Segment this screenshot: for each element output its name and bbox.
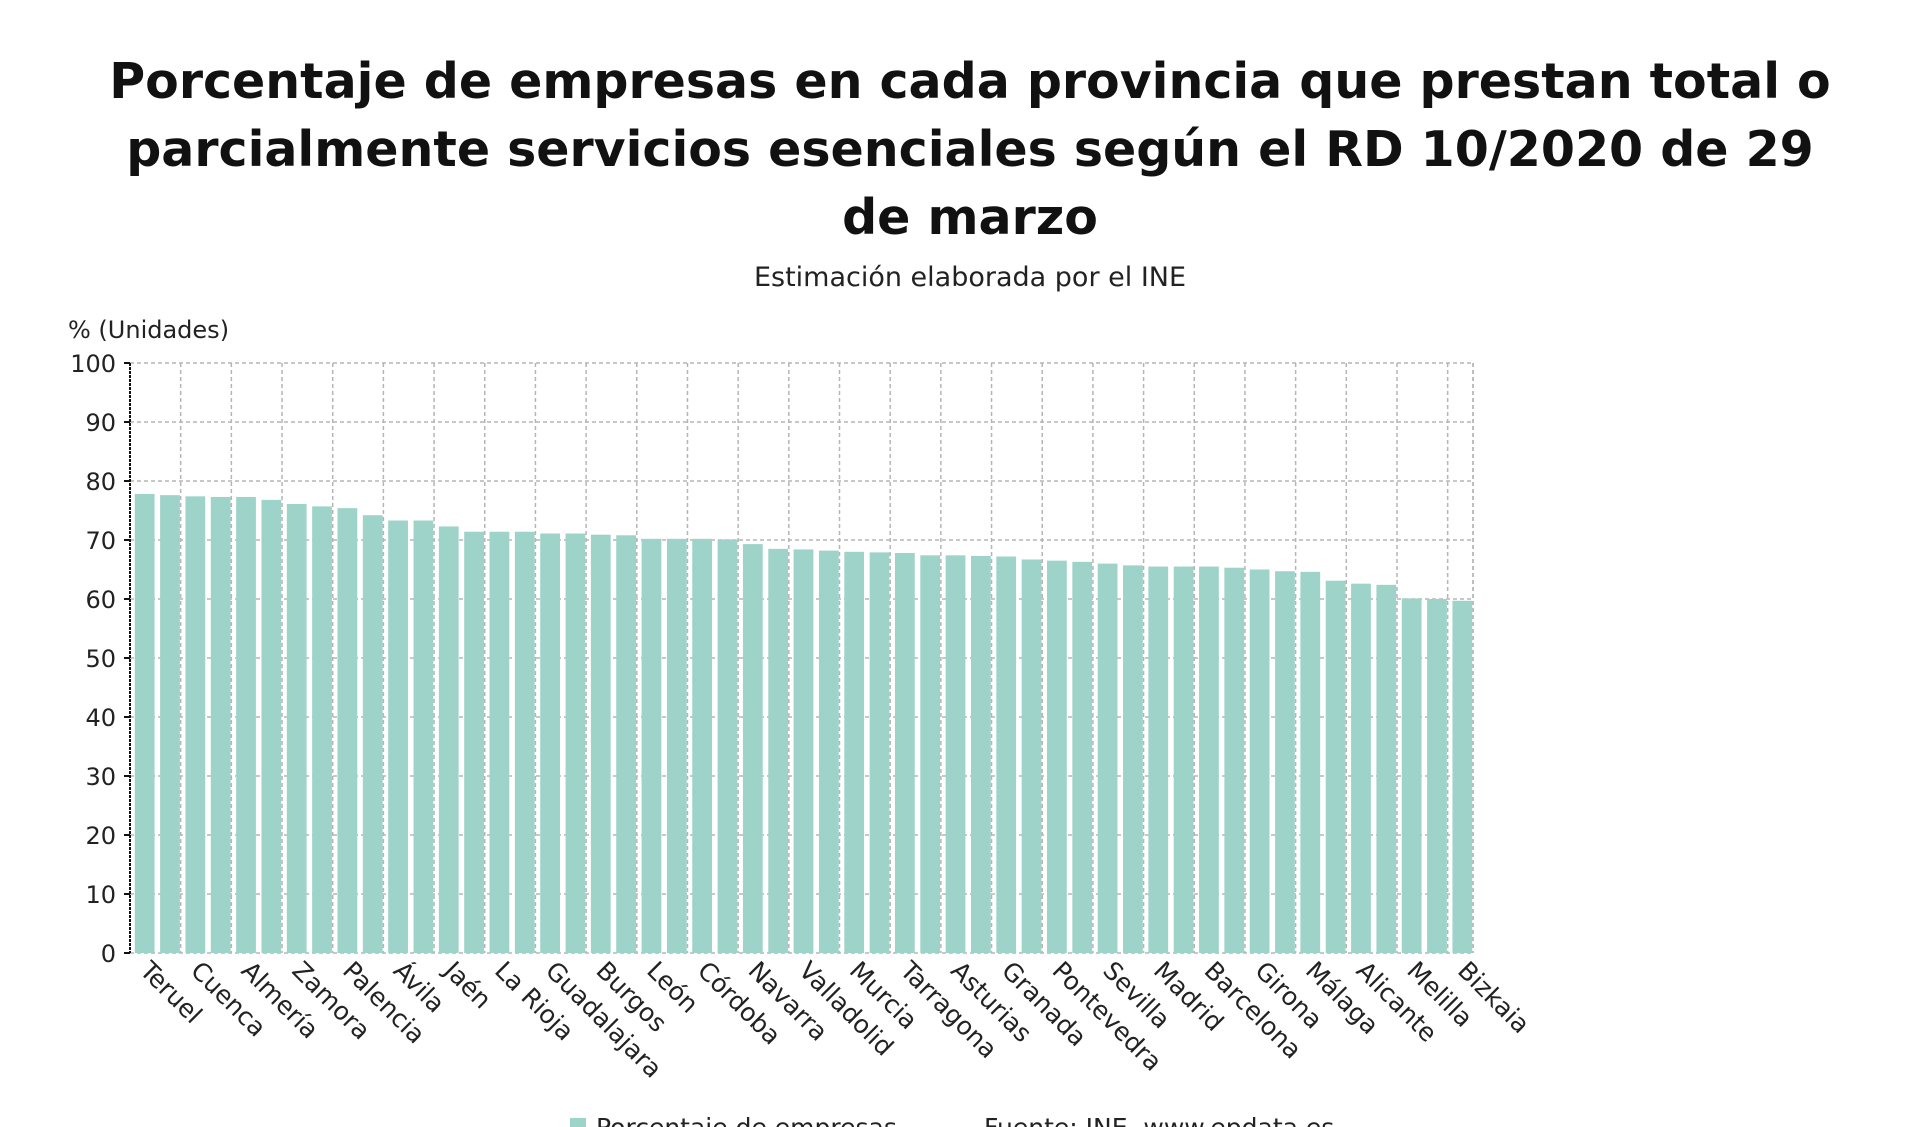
bar [844,551,865,953]
chart-title: Porcentaje de empresas en cada provincia… [109,53,1831,246]
bar [1427,599,1447,953]
bar [1148,566,1169,953]
chart-subtitle: Estimación elaborada por el INE [753,262,1187,293]
bar [641,538,662,953]
bar [1021,559,1042,953]
legend-source: Fuente: INE, www.epdata.es [984,1113,1334,1127]
bar [1072,561,1093,953]
bar [1123,565,1143,953]
bar [717,539,738,953]
bar [337,508,358,953]
y-tick-label: 70 [85,527,116,555]
bar [160,495,180,953]
bar [464,531,484,953]
y-tick-label: 20 [85,822,116,850]
y-tick-label: 90 [85,409,116,437]
bar [666,538,687,953]
y-ticks: 0 10 20 30 40 50 60 70 80 90 100 [70,350,130,968]
bar [489,531,510,953]
bar [742,544,763,953]
legend-swatch [570,1118,586,1127]
bar [261,499,282,953]
y-axis-label: % (Unidades) [68,316,229,344]
bar [413,520,434,953]
bar [1097,563,1118,953]
bar [388,520,408,953]
bar [210,496,231,953]
bars [134,493,1473,953]
bar [1351,583,1371,953]
x-labels: TeruelCuencaAlmeríaZamoraPalenciaÁvilaJa… [134,954,1536,1083]
bar [616,535,637,953]
y-tick-label: 40 [85,704,116,732]
y-tick-label: 80 [85,468,116,496]
bar [1452,600,1473,953]
bar [1401,598,1422,953]
x-tick-label: Jaén [437,954,497,1014]
bar [1376,584,1397,953]
y-tick-label: 10 [85,881,116,909]
bar [185,496,206,953]
bar [1173,566,1194,953]
bar [996,556,1017,953]
bar [945,555,966,953]
bar [134,493,155,953]
bar [1325,580,1346,953]
y-tick-label: 60 [85,586,116,614]
legend: Porcentaje de empresas Fuente: INE, www.… [570,1113,1334,1127]
bar [692,538,713,953]
y-tick-label: 30 [85,763,116,791]
bar [565,533,586,953]
bar [1275,571,1295,953]
bar [1047,560,1067,953]
bar [1224,567,1245,953]
bar [920,555,941,953]
grid [130,362,1474,954]
y-tick-label: 100 [70,350,116,378]
y-tick-label: 0 [101,940,116,968]
bar [1300,571,1321,953]
bar [768,548,789,953]
bar [236,496,256,953]
bar [590,534,611,953]
bar [312,506,332,953]
bar [818,550,839,953]
bar [362,515,383,953]
y-tick-label: 50 [85,645,116,673]
bar [286,504,307,953]
bar [1199,566,1219,953]
bar [793,549,814,953]
bar [514,531,535,953]
bar [970,555,991,953]
bar [540,533,560,953]
legend-series: Porcentaje de empresas [596,1113,897,1127]
bar [869,552,890,953]
bar [1249,569,1270,953]
bar [894,552,915,953]
bar [438,526,459,953]
